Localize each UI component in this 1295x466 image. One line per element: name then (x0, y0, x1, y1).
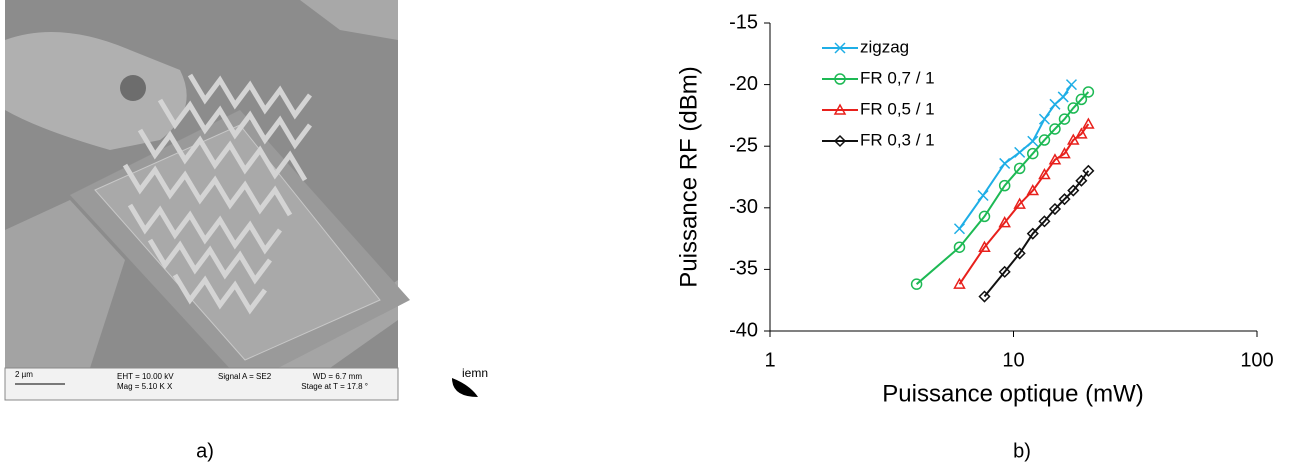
x-tick-label: 10 (1002, 349, 1024, 371)
marker (1038, 113, 1050, 125)
sem-eht: EHT = 10.00 kV (117, 372, 174, 381)
marker (1082, 117, 1095, 129)
marker (1027, 147, 1039, 160)
legend-label: FR 0,5 / 1 (860, 99, 935, 118)
series-line (915, 91, 1090, 285)
sem-logo-mark (452, 378, 478, 397)
marker (1048, 153, 1062, 165)
marker (1067, 184, 1080, 197)
sem-hole (120, 75, 146, 101)
sem-mag: Mag = 5.10 K X (117, 382, 173, 391)
marker (1038, 134, 1051, 146)
marker (1048, 202, 1062, 216)
scale-bar-label: 2 µm (15, 370, 33, 379)
marker (978, 290, 991, 303)
y-tick-label: -40 (729, 319, 758, 341)
marker (1075, 93, 1088, 106)
sem-image: 2 µm EHT = 10.00 kV Mag = 5.10 K X Signa… (4, 0, 488, 401)
marker (1026, 227, 1039, 240)
marker (977, 189, 989, 202)
marker (978, 210, 991, 223)
y-tick-label: -15 (729, 11, 758, 33)
marker (978, 240, 991, 252)
marker (1013, 197, 1026, 209)
sem-pad (300, 0, 398, 40)
marker (999, 157, 1011, 169)
marker (1065, 79, 1077, 91)
marker (833, 103, 847, 115)
marker (1057, 91, 1069, 103)
sem-zigzags (122, 73, 312, 315)
sem-pad (5, 32, 187, 150)
y-axis-label: Puissance RF (dBm) (675, 66, 702, 287)
marker (998, 179, 1011, 192)
x-tick-label: 1 (764, 349, 775, 371)
marker (1026, 184, 1040, 196)
sem-info-bar (4, 367, 399, 401)
marker (1075, 127, 1088, 139)
sem-logo: iemn (462, 366, 488, 380)
marker (1067, 133, 1080, 145)
marker (953, 277, 966, 289)
marker (953, 223, 966, 235)
caption: b) (1013, 440, 1031, 462)
marker (1027, 135, 1039, 147)
x-tick-label: 100 (1240, 349, 1273, 371)
y-tick-label: -25 (729, 134, 758, 156)
sem-pad (5, 200, 125, 368)
legend-label: FR 0,7 / 1 (860, 68, 935, 87)
marker (1058, 113, 1071, 125)
marker (953, 241, 966, 253)
marker (1075, 174, 1088, 187)
marker (1014, 146, 1026, 158)
marker (833, 134, 847, 148)
marker (998, 265, 1011, 278)
y-tick-label: -20 (729, 73, 758, 95)
y-tick-label: -35 (729, 258, 758, 280)
marker (998, 216, 1011, 228)
sem-signal: Signal A = SE2 (218, 372, 272, 381)
sem-wd: WD = 6.7 mm (313, 372, 362, 381)
marker (1013, 247, 1026, 260)
legend-label: zigzag (860, 37, 909, 56)
sem-stage: Stage at T = 17.8 ° (301, 382, 368, 391)
marker (1058, 147, 1071, 159)
marker (1038, 167, 1051, 180)
marker (1013, 162, 1026, 175)
marker (834, 73, 846, 85)
legend-label: FR 0,3 / 1 (860, 130, 935, 149)
caption: a) (196, 440, 214, 462)
x-axis-label: Puissance optique (mW) (882, 380, 1143, 407)
marker (1058, 193, 1071, 206)
marker (1082, 86, 1095, 98)
marker (834, 42, 846, 54)
marker (1038, 215, 1051, 228)
y-tick-label: -30 (729, 196, 758, 218)
marker (910, 278, 923, 290)
marker (1067, 102, 1080, 114)
series-line (983, 170, 1090, 298)
marker (1082, 164, 1095, 177)
marker (1049, 123, 1061, 135)
